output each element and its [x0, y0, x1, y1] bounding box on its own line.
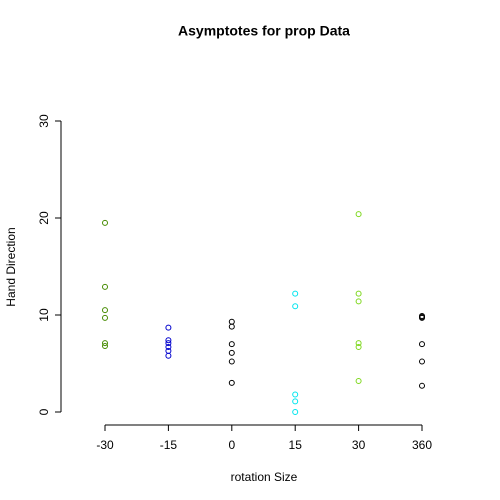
point	[228, 358, 235, 365]
point	[102, 340, 108, 347]
point	[228, 341, 235, 348]
x-axis-label: rotation Size	[231, 470, 298, 484]
y-axis-label: Hand Direction	[4, 227, 18, 306]
point	[419, 341, 425, 348]
y-tick-label: 30	[37, 114, 51, 128]
y-tick-label: 10	[37, 308, 51, 322]
y-tick-label: 0	[37, 408, 51, 415]
chart-title: Asymptotes for prop Data	[178, 23, 350, 39]
x-tick-label: -30	[96, 438, 114, 452]
x-tick-label: 360	[412, 438, 432, 452]
point	[165, 352, 172, 359]
point	[355, 377, 362, 384]
point	[292, 303, 299, 310]
point	[292, 398, 299, 405]
x-tick-label: 15	[289, 438, 303, 452]
point	[165, 340, 172, 347]
point	[102, 314, 108, 321]
point	[165, 337, 172, 344]
point	[419, 382, 425, 389]
point	[165, 324, 172, 331]
point	[292, 290, 299, 297]
point	[355, 211, 362, 218]
point	[228, 379, 235, 386]
point	[355, 290, 362, 297]
point	[102, 219, 108, 226]
point	[419, 314, 425, 321]
point	[102, 283, 108, 290]
point	[228, 318, 235, 325]
point	[102, 343, 108, 350]
x-tick-label: 30	[352, 438, 366, 452]
y-tick-label: 20	[37, 211, 51, 225]
x-tick-label: -15	[160, 438, 178, 452]
point	[228, 323, 235, 330]
point	[102, 307, 108, 314]
point	[355, 340, 362, 347]
point	[292, 409, 299, 415]
point	[165, 344, 172, 351]
point	[355, 344, 362, 351]
point	[355, 298, 362, 305]
point	[419, 358, 425, 365]
x-tick-label: 0	[228, 438, 235, 452]
point	[292, 391, 299, 398]
point	[228, 349, 235, 356]
